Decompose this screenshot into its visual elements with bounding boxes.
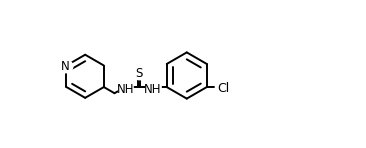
Text: N: N <box>61 61 70 74</box>
Text: S: S <box>135 67 143 80</box>
Text: NH: NH <box>144 83 162 96</box>
Text: NH: NH <box>116 83 134 96</box>
Text: Cl: Cl <box>217 82 230 95</box>
